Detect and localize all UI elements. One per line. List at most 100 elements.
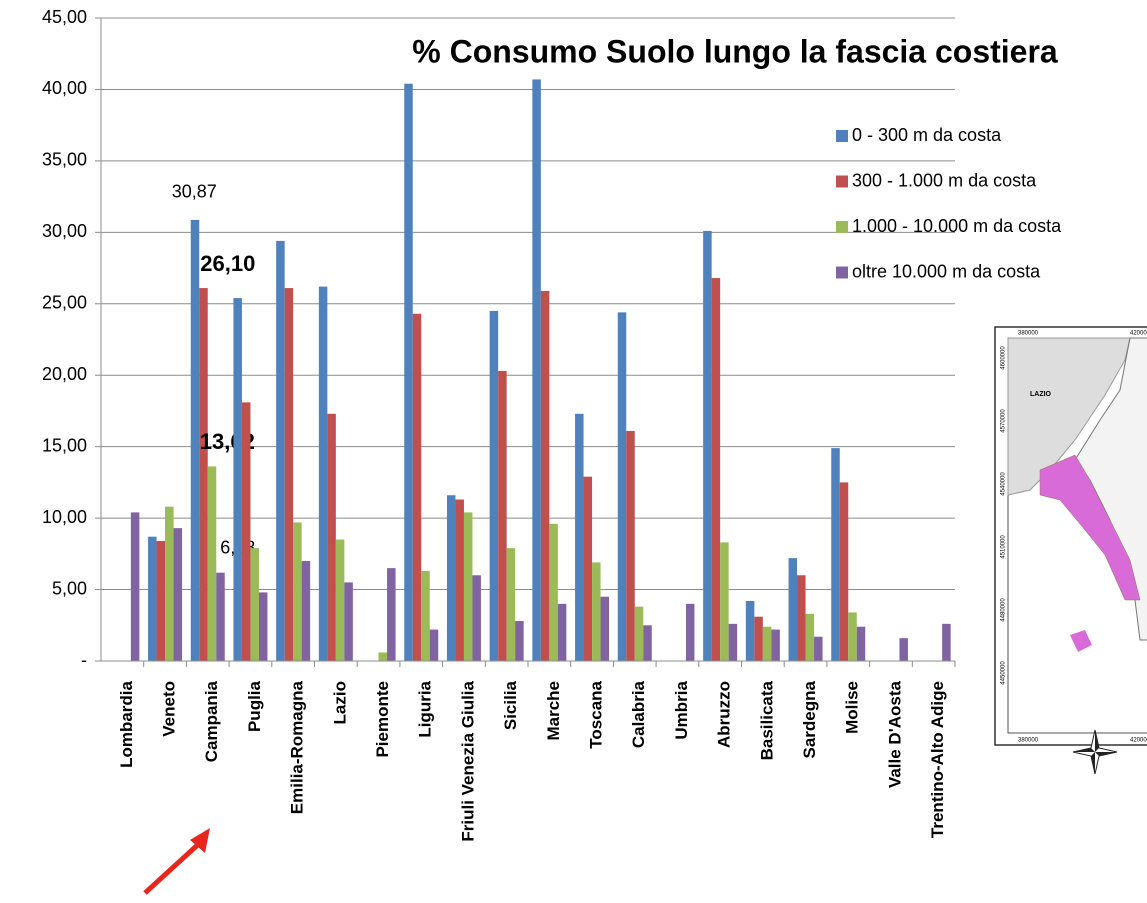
bar — [728, 623, 738, 661]
map-x-label: 380000 — [1018, 331, 1039, 337]
x-tick-label: Liguria — [416, 680, 435, 737]
x-tick-label: Trentino-Alto Adige — [928, 681, 947, 838]
bar — [156, 540, 166, 661]
bar — [839, 482, 849, 661]
bar — [899, 638, 908, 661]
bar — [318, 286, 328, 661]
map-coast — [1039, 454, 1141, 601]
x-tick-label: Lazio — [330, 681, 349, 724]
map-y-label: 4570000 — [1001, 409, 1007, 433]
x-tick-label: Molise — [843, 681, 862, 734]
bar — [233, 298, 242, 661]
bar — [532, 79, 541, 662]
compass — [1072, 729, 1118, 775]
bar — [592, 562, 601, 661]
bar — [626, 430, 635, 661]
y-tick-label: 5,00 — [52, 578, 87, 598]
x-tick-label: Valle D'Aosta — [885, 680, 904, 788]
y-tick-label: 10,00 — [42, 507, 87, 527]
bar — [241, 402, 251, 661]
bar — [472, 575, 481, 661]
legend-swatch — [836, 221, 848, 233]
bar — [387, 568, 396, 661]
y-tick-label: 30,00 — [42, 221, 87, 241]
map-y-label: 4600000 — [1001, 346, 1007, 370]
bar — [148, 536, 157, 661]
x-tick-label: Toscana — [587, 680, 606, 748]
bar — [583, 476, 593, 661]
bar — [421, 570, 430, 661]
x-tick-label: Friuli Venezia Giulia — [458, 680, 477, 841]
bar — [276, 240, 285, 661]
bar — [856, 626, 866, 661]
bar — [703, 230, 712, 661]
bar — [165, 506, 174, 661]
legend-label: 0 - 300 m da costa — [852, 125, 1002, 145]
bar — [720, 542, 729, 661]
bar — [942, 623, 951, 661]
x-tick-label: Emilia-Romagna — [288, 680, 307, 814]
map-x-label: 380000 — [1018, 738, 1039, 744]
bar — [549, 523, 558, 661]
y-tick-label: 25,00 — [42, 293, 87, 313]
x-tick-label: Sicilia — [501, 680, 520, 730]
bar — [711, 278, 721, 661]
map-y-label: 4450000 — [1001, 661, 1007, 685]
bar — [814, 636, 823, 661]
map-x-label: 420000 — [1130, 738, 1147, 744]
x-tick-label: Sardegna — [800, 680, 819, 758]
x-tick-label: Umbria — [672, 680, 691, 739]
map-x-label: 420000 — [1130, 331, 1147, 337]
bar — [378, 652, 388, 661]
bar — [745, 600, 755, 661]
bar — [762, 626, 772, 661]
y-tick-label: 20,00 — [42, 364, 87, 384]
x-tick-label: Marche — [544, 681, 563, 741]
bar — [429, 629, 439, 661]
x-tick-label: Lombardia — [117, 680, 136, 767]
bar — [805, 613, 815, 661]
bar — [412, 313, 422, 661]
bar — [455, 499, 464, 661]
bar — [301, 560, 311, 661]
x-tick-label: Puglia — [245, 680, 264, 732]
bar — [207, 466, 217, 661]
bar — [515, 620, 524, 661]
x-tick-label: Basilicata — [757, 680, 776, 760]
bar — [506, 548, 516, 661]
x-tick-label: Veneto — [160, 681, 179, 737]
x-tick-label: Calabria — [629, 680, 648, 748]
y-tick-label: 35,00 — [42, 150, 87, 170]
bar — [489, 310, 499, 661]
map-inset: LAZIO 380000 380000 420000 420000 4600000 4570… — [994, 326, 1147, 775]
bar — [498, 370, 507, 661]
bar — [797, 575, 806, 661]
legend-label: oltre 10.000 m da costa — [852, 261, 1041, 281]
bar — [600, 596, 610, 661]
map-y-label: 4540000 — [1001, 472, 1007, 496]
bar — [754, 616, 763, 661]
bar — [130, 512, 140, 661]
bar — [540, 290, 550, 661]
legend-swatch — [836, 130, 848, 142]
bar — [293, 522, 302, 661]
bar — [771, 629, 780, 661]
bar — [557, 603, 567, 661]
bar — [327, 413, 336, 661]
y-tick-label: 15,00 — [42, 435, 87, 455]
y-tick-label: 45,00 — [42, 7, 87, 27]
map-island — [1070, 630, 1092, 652]
x-tick-label: Abruzzo — [715, 681, 734, 748]
bar — [685, 603, 695, 661]
bar — [446, 495, 456, 661]
bar — [848, 612, 857, 661]
legend-swatch — [836, 175, 848, 188]
arrow-head — [190, 828, 210, 853]
bar — [643, 625, 652, 661]
bar — [258, 592, 268, 661]
bar — [190, 219, 200, 662]
x-tick-label: Piemonte — [373, 681, 392, 758]
bar — [575, 413, 584, 661]
arrow — [143, 838, 205, 895]
bar — [199, 288, 208, 661]
